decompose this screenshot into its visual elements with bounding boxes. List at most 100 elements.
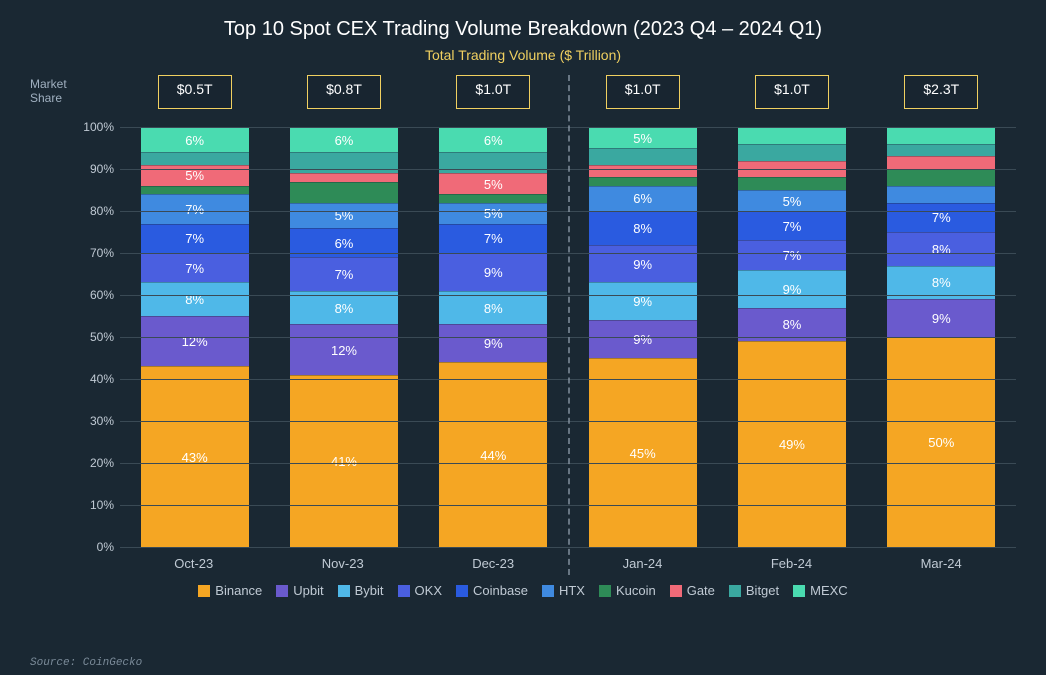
bar-segment: 12% <box>141 316 249 366</box>
y-axis-label-line1: Market <box>30 77 67 91</box>
y-tick: 30% <box>90 414 114 428</box>
bar-segment: 12% <box>290 324 398 374</box>
legend-label: Upbit <box>293 583 323 598</box>
legend-item: Kucoin <box>599 583 656 598</box>
x-tick: Nov-23 <box>322 556 364 571</box>
legend-swatch <box>670 585 682 597</box>
plot-wrap: $0.5T$0.8T$1.0T$1.0T$1.0T$2.3T 43%12%8%7… <box>120 75 1016 575</box>
y-tick: 100% <box>83 120 114 134</box>
bar-segment: 7% <box>887 203 995 232</box>
bar-segment: 5% <box>290 203 398 228</box>
y-axis-label: Market Share <box>30 75 78 575</box>
y-axis-label-line2: Share <box>30 91 62 105</box>
x-tick: Feb-24 <box>771 556 812 571</box>
bar-segment <box>738 177 846 190</box>
legend-item: Binance <box>198 583 262 598</box>
bar-segment: 9% <box>589 245 697 283</box>
bar-segment: 9% <box>589 282 697 320</box>
bar-segment: 7% <box>290 257 398 291</box>
bar-segment: 9% <box>589 320 697 358</box>
y-tick: 10% <box>90 498 114 512</box>
total-box: $1.0T <box>606 75 680 109</box>
bar-segment: 9% <box>439 253 547 291</box>
bar-segment <box>887 186 995 203</box>
chart-subtitle: Total Trading Volume ($ Trillion) <box>30 47 1016 63</box>
bar-segment <box>887 127 995 144</box>
legend-label: Bitget <box>746 583 779 598</box>
bar-segment <box>589 165 697 178</box>
bar-segment <box>141 186 249 194</box>
bar-segment: 6% <box>290 127 398 152</box>
bar-segment: 43% <box>141 366 249 547</box>
y-axis-ticks: 0%10%20%30%40%50%60%70%80%90%100% <box>78 75 120 575</box>
legend-label: Coinbase <box>473 583 528 598</box>
x-axis: Oct-23Nov-23Dec-23Jan-24Feb-24Mar-24 <box>120 551 1016 575</box>
quarter-divider <box>568 75 570 575</box>
legend-label: Gate <box>687 583 715 598</box>
bar-segment: 8% <box>141 282 249 316</box>
chart-title: Top 10 Spot CEX Trading Volume Breakdown… <box>30 18 1016 41</box>
bar-segment: 8% <box>589 211 697 245</box>
y-tick: 0% <box>97 540 114 554</box>
legend-label: Binance <box>215 583 262 598</box>
bar-segment: 50% <box>887 337 995 547</box>
x-tick: Mar-24 <box>921 556 962 571</box>
y-tick: 50% <box>90 330 114 344</box>
plot-area: 43%12%8%7%7%7%5%6%41%12%8%7%6%5%6%44%9%8… <box>120 127 1016 547</box>
bar-segment: 45% <box>589 358 697 547</box>
bar-segment: 5% <box>439 173 547 194</box>
bar-segment <box>887 156 995 169</box>
legend-item: Gate <box>670 583 715 598</box>
legend-swatch <box>599 585 611 597</box>
bar-segment <box>439 152 547 173</box>
bar-segment <box>887 144 995 157</box>
legend-swatch <box>398 585 410 597</box>
legend-label: MEXC <box>810 583 848 598</box>
bar-segment <box>589 177 697 185</box>
bar-segment: 7% <box>141 194 249 223</box>
bar-segment <box>290 182 398 203</box>
bar-segment: 7% <box>439 224 547 253</box>
bar-segment: 9% <box>738 270 846 308</box>
legend-label: Kucoin <box>616 583 656 598</box>
legend-item: Upbit <box>276 583 323 598</box>
bar-segment: 5% <box>141 165 249 186</box>
bar-segment <box>290 152 398 173</box>
y-tick: 40% <box>90 372 114 386</box>
bar-segment: 41% <box>290 375 398 547</box>
legend-item: Bitget <box>729 583 779 598</box>
bar-segment: 7% <box>141 224 249 253</box>
legend-item: Bybit <box>338 583 384 598</box>
total-box: $0.8T <box>307 75 381 109</box>
bar-segment: 5% <box>589 127 697 148</box>
legend-label: Bybit <box>355 583 384 598</box>
bar-segment: 9% <box>887 299 995 337</box>
bar-segment <box>887 169 995 186</box>
total-box: $1.0T <box>456 75 530 109</box>
chart-body: Market Share 0%10%20%30%40%50%60%70%80%9… <box>30 75 1016 575</box>
bar-segment: 7% <box>141 253 249 282</box>
bar-segment <box>589 148 697 165</box>
legend-swatch <box>198 585 210 597</box>
bar-segment: 6% <box>141 127 249 152</box>
bar-segment: 44% <box>439 362 547 547</box>
legend-swatch <box>793 585 805 597</box>
legend-label: OKX <box>415 583 442 598</box>
bar-segment: 9% <box>439 324 547 362</box>
bar-segment: 7% <box>738 240 846 269</box>
y-tick: 70% <box>90 246 114 260</box>
legend-swatch <box>729 585 741 597</box>
y-tick: 20% <box>90 456 114 470</box>
total-box: $0.5T <box>158 75 232 109</box>
bar-segment <box>141 152 249 165</box>
bar-segment <box>439 194 547 202</box>
bar-segment: 7% <box>738 211 846 240</box>
total-box: $1.0T <box>755 75 829 109</box>
legend-item: OKX <box>398 583 442 598</box>
legend-item: Coinbase <box>456 583 528 598</box>
y-tick: 90% <box>90 162 114 176</box>
total-box: $2.3T <box>904 75 978 109</box>
bar-segment: 8% <box>887 232 995 266</box>
y-tick: 60% <box>90 288 114 302</box>
chart-container: Top 10 Spot CEX Trading Volume Breakdown… <box>0 0 1046 675</box>
